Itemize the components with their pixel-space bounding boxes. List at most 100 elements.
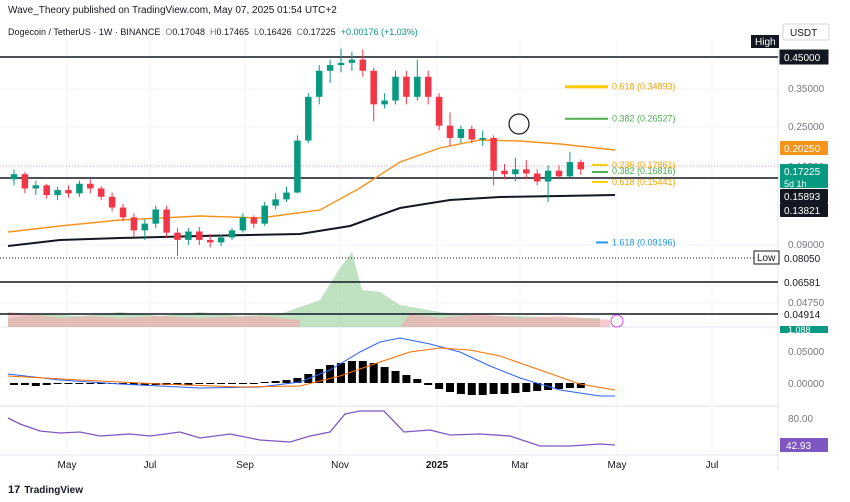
candle[interactable] (206, 233, 214, 248)
candle[interactable] (490, 135, 497, 186)
macd-histogram-bar (53, 383, 62, 384)
flash-icon[interactable] (610, 314, 624, 328)
candle[interactable] (479, 130, 486, 147)
candle[interactable] (566, 151, 574, 178)
macd-histogram-bar (238, 383, 247, 384)
macd-histogram-bar (413, 379, 422, 383)
candle[interactable] (185, 228, 192, 245)
symbol-name: Dogecoin / TetherUS · 1W · BINANCE (8, 27, 161, 37)
candle-body (43, 185, 50, 196)
badge-support-3-text: 0.04914 (784, 310, 821, 321)
candle[interactable] (381, 93, 388, 109)
candle[interactable] (337, 48, 345, 73)
badge-low-bg (780, 251, 828, 265)
candle[interactable] (533, 169, 541, 186)
candle[interactable] (577, 159, 585, 175)
candle[interactable] (196, 226, 203, 245)
low-value: 0.16426 (259, 27, 292, 37)
tradingview-footer: 17 TradingView (8, 484, 83, 496)
candle[interactable] (305, 93, 312, 144)
currency-button[interactable]: USDT (782, 23, 830, 41)
badge-ema-black: 0.15893 (780, 189, 828, 203)
candle[interactable] (10, 169, 18, 186)
badge-low-outline (779, 49, 829, 65)
candle[interactable] (43, 183, 50, 199)
badge-support: 0.13821 (780, 203, 828, 217)
candle-body (174, 232, 181, 240)
candle[interactable] (163, 205, 170, 238)
candle-body (21, 174, 29, 189)
candle[interactable] (239, 213, 247, 233)
candle[interactable] (97, 186, 105, 201)
candle[interactable] (87, 179, 94, 194)
candle-body (305, 96, 312, 141)
candle-body (294, 140, 301, 193)
candle[interactable] (261, 202, 268, 226)
candle[interactable] (32, 180, 40, 196)
change-value: +0.00176 (+1.03%) (340, 27, 418, 37)
candle-body (76, 183, 83, 194)
badge-support-text: 0.13821 (784, 206, 821, 217)
candle[interactable] (446, 112, 454, 147)
candle[interactable] (119, 203, 127, 222)
candle[interactable] (250, 215, 258, 229)
candle-body (490, 137, 497, 171)
macd-histogram-bar (555, 383, 563, 389)
candle-body (457, 128, 465, 138)
candle[interactable] (523, 160, 530, 180)
candle-body (130, 217, 138, 231)
macd-line (7, 337, 615, 397)
candle-body (555, 170, 563, 177)
candle-body (315, 70, 323, 97)
candle[interactable] (435, 93, 443, 131)
macd-histogram-bar (195, 383, 204, 384)
ema-black-line (7, 194, 616, 247)
candle-body (10, 174, 18, 180)
open-label: O (165, 27, 173, 37)
candle[interactable] (21, 172, 29, 194)
x-tick-label: Jul (144, 460, 157, 471)
candle[interactable] (359, 49, 367, 77)
candle-body (185, 231, 192, 240)
candle[interactable] (544, 165, 552, 203)
candle[interactable] (152, 205, 159, 229)
rsi-line (7, 410, 616, 447)
candle[interactable] (65, 185, 72, 198)
candle[interactable] (392, 70, 399, 105)
candle-body (424, 76, 432, 97)
macd-histogram-bar (391, 371, 400, 383)
candle[interactable] (326, 59, 334, 84)
candle[interactable] (457, 125, 465, 144)
candle[interactable] (468, 125, 476, 144)
candle-body (54, 190, 61, 196)
candle[interactable] (283, 186, 290, 203)
candle[interactable] (228, 228, 236, 240)
candle[interactable] (272, 193, 279, 210)
candle[interactable] (512, 157, 519, 182)
fib-level-label: 0.382 (0.26527) (612, 114, 676, 124)
macd-histogram-bar (140, 383, 149, 385)
candle[interactable] (108, 192, 116, 212)
candle[interactable] (217, 235, 225, 247)
candle[interactable] (141, 219, 149, 240)
macd-histogram-bar (456, 383, 465, 394)
candle[interactable] (555, 165, 563, 178)
candle[interactable] (370, 67, 377, 122)
candle[interactable] (348, 51, 356, 71)
candle-body (479, 137, 486, 140)
candle[interactable] (174, 228, 181, 256)
candle-body (468, 128, 476, 140)
candle[interactable] (54, 186, 61, 201)
candle[interactable] (315, 65, 323, 105)
macd-histogram-bar (369, 363, 378, 383)
candle[interactable] (403, 70, 410, 105)
macd-histogram-bar (478, 383, 487, 395)
badge-high-text: 0.45000 (784, 53, 821, 64)
candle[interactable] (424, 70, 432, 105)
candle[interactable] (414, 59, 421, 101)
candle[interactable] (76, 180, 83, 197)
candle[interactable] (294, 135, 301, 194)
candle[interactable] (501, 164, 508, 180)
candle[interactable] (130, 213, 138, 238)
